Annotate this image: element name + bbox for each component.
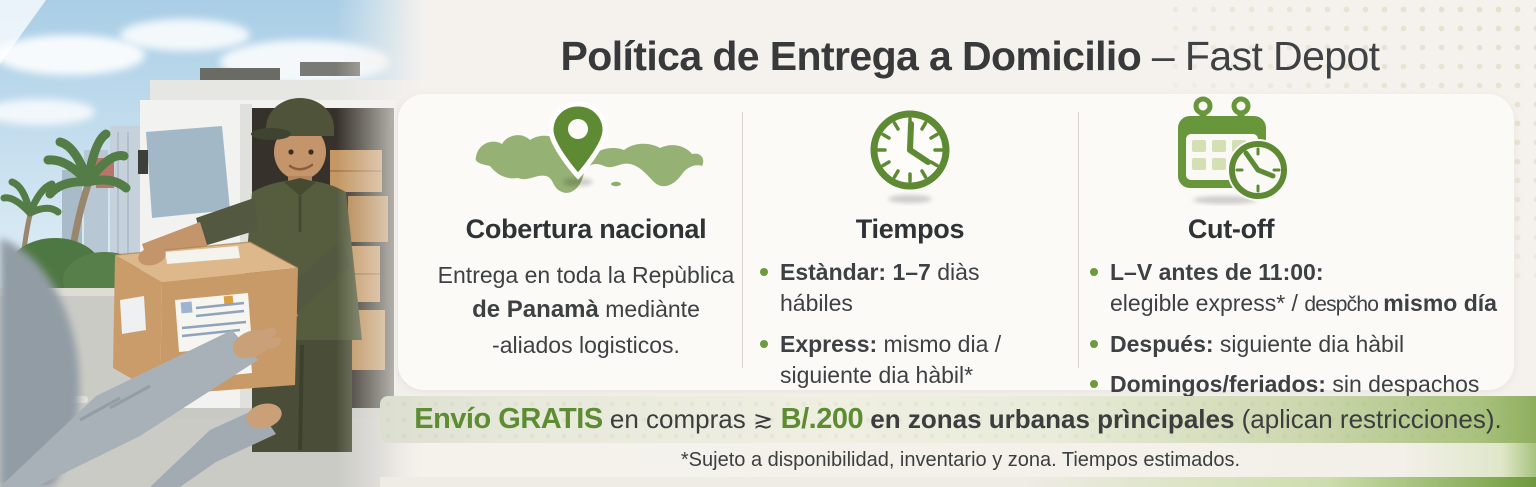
coverage-line3: -aliados logisticos. [492,331,680,358]
bullet-dot-icon [1090,339,1098,348]
amount-label: B/.200 [773,403,864,435]
cutoff-item-weekdays: L–V antes de 11:00: elegible express* / d… [1086,257,1528,320]
bullet-dot-icon [760,339,768,348]
zones-label: en zonas urbanas prìncipales [863,404,1242,434]
bottom-accent-strip [380,477,1536,487]
cutoff-item-after: Después: siguiente dia hàbil [1086,329,1528,360]
bullet-dot-icon [760,268,768,276]
disclaimer-footnote: *Sujeto a disponibilidad, inventario y z… [385,443,1536,477]
cutoff-heading: Cut-off [1187,214,1275,244]
panama-map-pin-icon [475,102,704,193]
clock-icon [870,110,950,203]
coverage-column: Cobertura nacional Entrega en toda la Re… [432,102,740,362]
restrictions-note: (aplican restricciones). [1241,404,1502,434]
column-divider [1078,112,1079,368]
coverage-body: Entrega en toda la Repùblica de Panamà m… [432,258,740,362]
column-divider [742,112,743,368]
times-heading: Tiempos [855,214,965,244]
times-item-express: Express: mismo dia / siguiente dia hàbil… [756,329,1056,392]
times-item-standard: Estàndar: 1–7 diàs hábiles [756,257,1056,320]
free-shipping-label: Envío GRATIS [414,403,603,435]
times-column: Tiempos Estàndar: 1–7 diàs hábiles Expre… [752,102,1068,440]
delivery-scene-illustration [0,0,430,487]
bullet-dot-icon [1090,380,1098,389]
calendar-clock-icon [1178,96,1289,204]
bullet-dot-icon [1090,268,1098,276]
coverage-heading: Cobertura nacional [465,214,707,244]
receiver-arms [0,238,282,487]
coverage-line2: de Panamà mediànte [472,296,700,324]
cutoff-item-sundays: Domingos/feriados: sin despachos [1086,369,1528,400]
photo-corner-flare [0,0,46,64]
greater-equal-symbol: ≳ [752,405,774,434]
page-title: Política de Entrega a Domicilio – Fast D… [420,33,1520,80]
delivery-photo [0,0,430,487]
cutoff-column: Cut-off L–V antes de 11:00: elegible expr… [1086,96,1528,409]
coverage-line1: Entrega en toda la Repùblica [437,262,735,288]
page-title-main: Política de Entrega a Domicilio [560,33,1142,79]
cutoff-list: L–V antes de 11:00: elegible express* / d… [1086,257,1528,400]
free-shipping-banner: Envío GRATIS en compras ≳ B/.200 en zona… [380,396,1536,443]
page-title-suffix: – Fast Depot [1141,33,1380,79]
